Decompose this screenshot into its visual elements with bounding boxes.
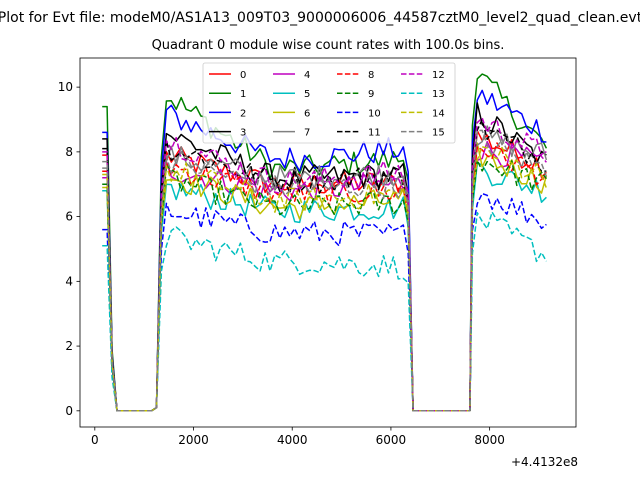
series-line-12: [102, 117, 547, 412]
legend-label-1: 1: [240, 89, 246, 100]
y-tick-label: 6: [65, 210, 73, 224]
legend-box: [202, 62, 456, 144]
series-line-13: [102, 211, 548, 412]
legend-label-14: 14: [432, 108, 445, 119]
legend-label-0: 0: [240, 70, 246, 81]
x-tick-label: 4000: [277, 433, 308, 447]
legend-label-4: 4: [304, 70, 310, 81]
y-tick-label: 8: [65, 145, 73, 159]
x-tick-label: 2000: [178, 433, 209, 447]
legend-label-12: 12: [432, 70, 445, 81]
series-line-11: [102, 118, 547, 412]
x-offset-label: +4.4132e8: [511, 455, 578, 469]
legend-label-9: 9: [368, 89, 374, 100]
legend-label-6: 6: [304, 108, 310, 119]
y-tick-label: 0: [65, 404, 73, 418]
x-tick-label: 6000: [376, 433, 407, 447]
figure-suptitle: Plot for Evt file: modeM0/AS1A13_009T03_…: [0, 10, 640, 26]
chart-title: Quadrant 0 module wise count rates with …: [152, 38, 505, 53]
x-tick-label: 0: [91, 433, 99, 447]
legend-label-3: 3: [240, 128, 246, 139]
y-tick-label: 4: [65, 274, 73, 288]
legend-label-2: 2: [240, 108, 246, 119]
legend-label-8: 8: [368, 70, 374, 81]
legend-label-15: 15: [432, 128, 445, 139]
series-group: [102, 73, 548, 412]
y-tick-label: 2: [65, 339, 73, 353]
series-line-15: [102, 129, 548, 412]
series-line-4: [102, 140, 547, 412]
legend-label-11: 11: [368, 128, 381, 139]
x-tick-label: 8000: [474, 433, 505, 447]
plot-area: 0 2000 4000 6000 800002468100123456789101112…: [58, 57, 577, 447]
legend-label-5: 5: [304, 89, 310, 100]
axes-frame: [79, 57, 577, 428]
series-line-10: [102, 192, 547, 412]
legend-label-13: 13: [432, 89, 445, 100]
legend-label-7: 7: [304, 128, 310, 139]
y-tick-label: 10: [58, 80, 73, 94]
legend-label-10: 10: [368, 108, 381, 119]
